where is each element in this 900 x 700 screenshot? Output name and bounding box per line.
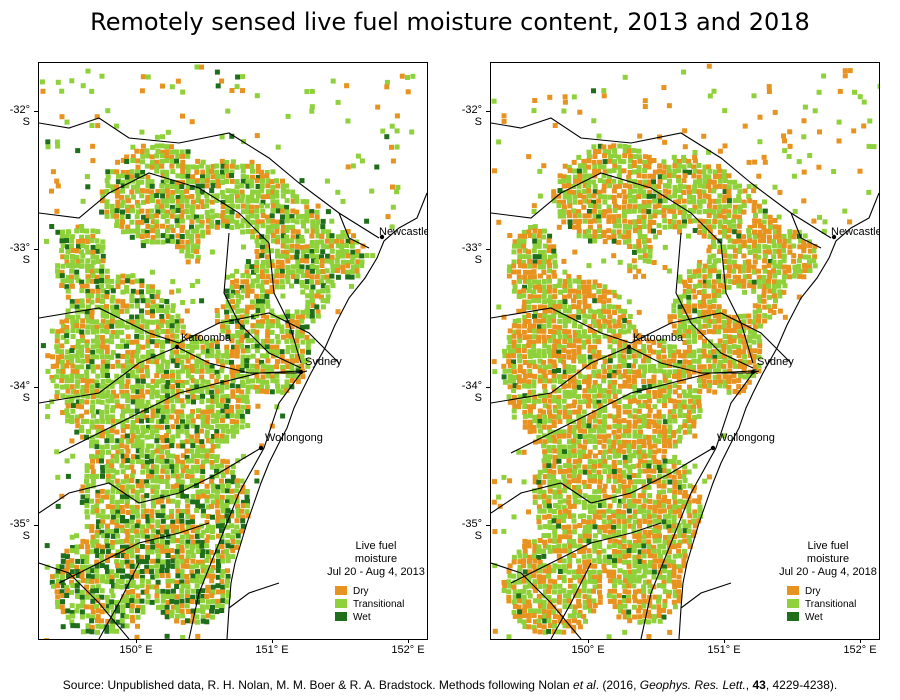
lon-tick (408, 639, 409, 643)
lon-tick (588, 639, 589, 643)
lon-label-152: 152° E (843, 644, 877, 656)
lon-label-150: 150° E (119, 644, 153, 656)
city-label-wollongong: Wollongong (265, 432, 323, 444)
lat-label-32: -32° S (461, 104, 482, 128)
city-label-newcastle: Newcastle (831, 226, 879, 238)
source-prefix: Source: Unpublished data, R. H. Nolan, M… (62, 678, 574, 692)
lat-tick (486, 111, 490, 112)
legend-title-1: Live fuel (808, 540, 849, 552)
source-sep: , (745, 678, 753, 692)
lat-tick (34, 111, 38, 112)
fuel-moisture-raster (491, 63, 879, 639)
legend-title-2: moisture (355, 553, 397, 565)
coastline (678, 192, 879, 639)
lat-label-34: -34° S (9, 380, 30, 404)
city-marker-sydney (298, 369, 304, 375)
lat-label-35: -35° S (9, 518, 30, 542)
lat-tick (34, 525, 38, 526)
lat-tick (34, 387, 38, 388)
legend-label-wet: Wet (353, 612, 371, 623)
legend-label-wet: Wet (805, 612, 823, 623)
legend-title-2: moisture (807, 553, 849, 565)
road-network (39, 117, 380, 639)
coastline (226, 192, 427, 639)
legend-swatch-transitional (335, 599, 347, 608)
lon-label-152: 152° E (391, 644, 425, 656)
legend-title-1: Live fuel (356, 540, 397, 552)
legend-label-transitional: Transitional (353, 599, 404, 610)
lat-tick (486, 525, 490, 526)
road-network (491, 117, 832, 639)
source-mid: . (2016, (595, 678, 640, 692)
city-label-katoomba: Katoomba (181, 332, 232, 344)
lat-tick (34, 249, 38, 250)
legend-label-transitional: Transitional (805, 599, 856, 610)
source-journal: Geophys. Res. Lett. (639, 678, 746, 692)
city-label-wollongong: Wollongong (717, 432, 775, 444)
lat-label-34: -34° S (461, 380, 482, 404)
city-marker-newcastle (831, 234, 837, 240)
lat-label-33: -33° S (461, 242, 482, 266)
map-2018: Newcastle Katoomba Sydney Wollongong Live fu… (490, 62, 880, 640)
legend-period: Jul 20 - Aug 4, 2018 (779, 566, 877, 578)
source-volume: 43 (752, 678, 766, 692)
city-marker-wollongong (258, 445, 264, 451)
map-canvas: Newcastle Katoomba Sydney Wollongong Live fu… (491, 63, 879, 639)
lon-label-150: 150° E (571, 644, 605, 656)
legend-swatch-wet (787, 612, 799, 621)
city-label-katoomba: Katoomba (633, 332, 684, 344)
lat-tick (486, 387, 490, 388)
lon-tick (724, 639, 725, 643)
lon-tick (860, 639, 861, 643)
lon-label-151: 151° E (707, 644, 741, 656)
city-marker-sydney (750, 369, 756, 375)
legend-swatch-wet (335, 612, 347, 621)
lat-label-35: -35° S (461, 518, 482, 542)
map-2013: Newcastle Katoomba Sydney Wollongong Live fu… (38, 62, 428, 640)
legend-swatch-dry (335, 586, 347, 595)
legend-label-dry: Dry (353, 586, 369, 597)
source-etal: et al (573, 678, 596, 692)
map-canvas: Newcastle Katoomba Sydney Wollongong Live fu… (39, 64, 427, 639)
city-marker-newcastle (379, 234, 385, 240)
source-suffix: , 4229-4238). (765, 678, 838, 692)
lon-tick (136, 639, 137, 643)
source-citation: Source: Unpublished data, R. H. Nolan, M… (0, 678, 900, 692)
lat-tick (486, 249, 490, 250)
lat-label-32: -32° S (9, 104, 30, 128)
legend-period: Jul 20 - Aug 4, 2013 (327, 566, 425, 578)
city-label-sydney: Sydney (757, 356, 794, 368)
city-marker-wollongong (710, 445, 716, 451)
figure-title: Remotely sensed live fuel moisture conte… (90, 8, 810, 36)
city-label-sydney: Sydney (305, 356, 342, 368)
lat-label-33: -33° S (9, 242, 30, 266)
legend-swatch-transitional (787, 599, 799, 608)
legend-label-dry: Dry (805, 586, 821, 597)
lon-tick (272, 639, 273, 643)
city-label-newcastle: Newcastle (379, 226, 427, 238)
legend-swatch-dry (787, 586, 799, 595)
lon-label-151: 151° E (255, 644, 289, 656)
city-marker-katoomba (174, 344, 180, 350)
city-marker-katoomba (626, 344, 632, 350)
